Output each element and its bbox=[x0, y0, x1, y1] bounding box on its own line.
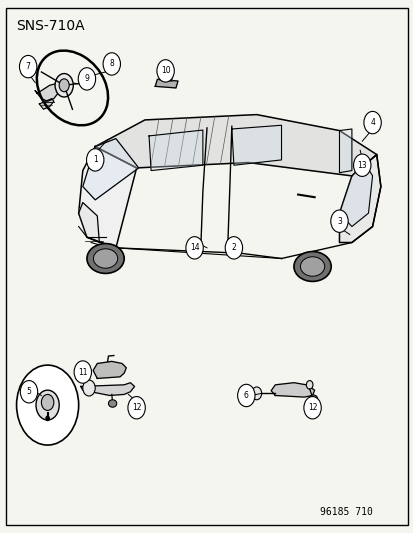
Text: 14: 14 bbox=[189, 244, 199, 252]
Circle shape bbox=[157, 60, 174, 82]
Text: 11: 11 bbox=[78, 368, 87, 376]
Polygon shape bbox=[271, 383, 314, 397]
Circle shape bbox=[86, 149, 104, 171]
Polygon shape bbox=[78, 147, 136, 248]
Circle shape bbox=[83, 380, 95, 396]
Circle shape bbox=[103, 53, 120, 75]
Text: 3: 3 bbox=[336, 217, 341, 225]
Circle shape bbox=[306, 381, 312, 389]
Circle shape bbox=[20, 381, 38, 403]
Circle shape bbox=[330, 210, 347, 232]
Circle shape bbox=[363, 111, 380, 134]
Polygon shape bbox=[159, 74, 171, 81]
Polygon shape bbox=[95, 115, 376, 176]
Polygon shape bbox=[339, 129, 351, 173]
Ellipse shape bbox=[87, 244, 124, 273]
Circle shape bbox=[36, 390, 59, 420]
Polygon shape bbox=[155, 79, 178, 88]
Text: 13: 13 bbox=[356, 161, 366, 169]
Circle shape bbox=[128, 397, 145, 419]
Polygon shape bbox=[93, 361, 126, 378]
Ellipse shape bbox=[300, 257, 324, 276]
Polygon shape bbox=[339, 163, 372, 227]
Text: 8: 8 bbox=[109, 60, 114, 68]
Circle shape bbox=[303, 397, 320, 419]
Text: 9: 9 bbox=[84, 75, 89, 83]
Circle shape bbox=[78, 68, 95, 90]
Text: 5: 5 bbox=[26, 387, 31, 396]
Polygon shape bbox=[231, 125, 281, 165]
Circle shape bbox=[74, 361, 91, 383]
Circle shape bbox=[41, 394, 54, 410]
Circle shape bbox=[17, 365, 78, 445]
Circle shape bbox=[225, 237, 242, 259]
Text: SNS-710A: SNS-710A bbox=[17, 19, 85, 33]
Text: 4: 4 bbox=[369, 118, 374, 127]
Ellipse shape bbox=[93, 249, 117, 268]
Text: 6: 6 bbox=[243, 391, 248, 400]
Text: 12: 12 bbox=[307, 403, 316, 412]
Text: 12: 12 bbox=[132, 403, 141, 412]
Text: 1: 1 bbox=[93, 156, 97, 164]
Polygon shape bbox=[39, 99, 54, 109]
Ellipse shape bbox=[108, 400, 116, 407]
Polygon shape bbox=[149, 130, 202, 171]
Circle shape bbox=[251, 387, 261, 400]
Ellipse shape bbox=[309, 395, 317, 402]
Circle shape bbox=[353, 154, 370, 176]
Text: 10: 10 bbox=[160, 67, 170, 75]
Circle shape bbox=[46, 416, 49, 421]
Circle shape bbox=[55, 74, 73, 97]
Circle shape bbox=[19, 55, 37, 78]
Polygon shape bbox=[35, 83, 60, 101]
Circle shape bbox=[237, 384, 254, 407]
Circle shape bbox=[185, 237, 203, 259]
Text: 96185 710: 96185 710 bbox=[319, 507, 372, 517]
Polygon shape bbox=[339, 155, 380, 243]
Text: 7: 7 bbox=[26, 62, 31, 71]
Polygon shape bbox=[81, 383, 134, 395]
Polygon shape bbox=[83, 139, 138, 200]
Circle shape bbox=[59, 79, 69, 92]
Ellipse shape bbox=[293, 252, 330, 281]
Text: 2: 2 bbox=[231, 244, 236, 252]
Polygon shape bbox=[78, 203, 99, 243]
